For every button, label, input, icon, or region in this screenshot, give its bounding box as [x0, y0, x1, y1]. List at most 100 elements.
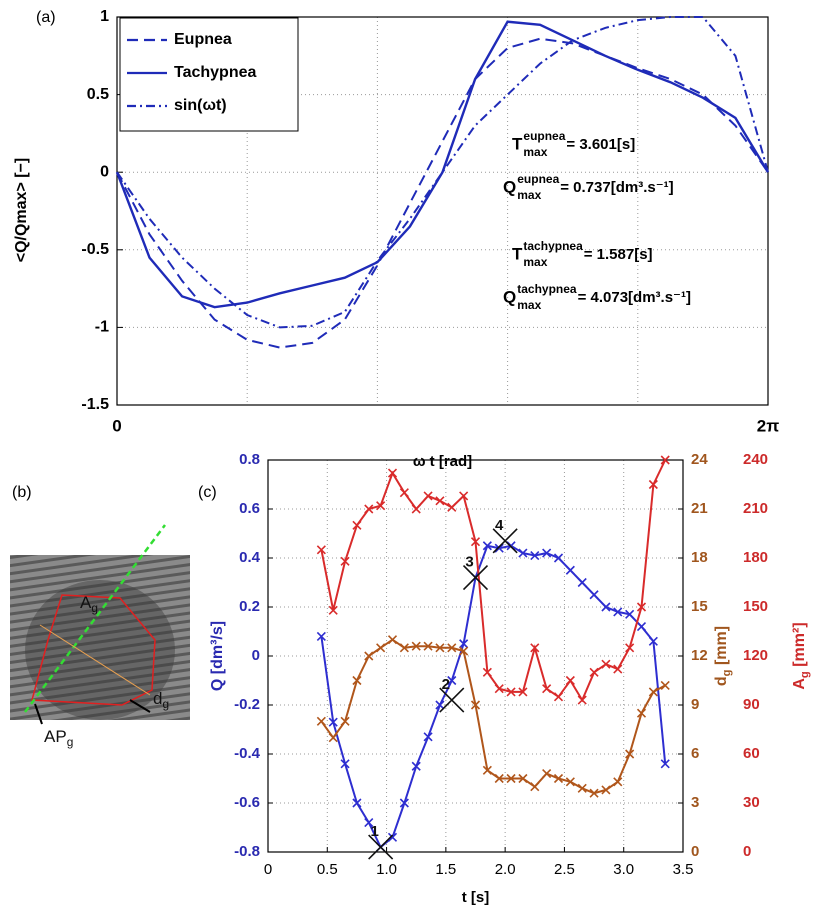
point-marker [459, 639, 469, 649]
x-tick-label: 0.5 [317, 861, 338, 878]
y3-axis-label-rest: [mm²] [791, 622, 808, 671]
point-marker [530, 550, 540, 561]
point-marker [376, 643, 386, 653]
point-marker [494, 684, 504, 694]
key-point-label: 2 [442, 676, 450, 693]
point-marker [340, 556, 350, 566]
plot-frame [116, 16, 769, 406]
x-tick-label: 3.5 [673, 861, 694, 878]
point-marker [565, 565, 575, 575]
area-label-base: A [80, 593, 92, 612]
point-marker [625, 643, 635, 653]
point-marker [364, 818, 374, 828]
y2-tick-label: 12 [691, 647, 708, 664]
y3-tick-label: 90 [743, 696, 760, 713]
point-marker [577, 577, 587, 588]
point-marker [494, 773, 504, 784]
point-marker [352, 520, 362, 530]
point-marker [601, 785, 611, 795]
y-tick-label: 0.2 [239, 598, 260, 615]
y3-axis-label: Ag [mm²] [791, 622, 811, 689]
line-series [320, 544, 667, 849]
annotation-base: T [512, 244, 523, 263]
y-tick-label: -0.4 [234, 745, 261, 762]
key-point [368, 834, 394, 860]
y3-tick-label: 30 [743, 794, 760, 811]
point-marker [364, 651, 374, 661]
y2-axis-label-rest: [mm] [713, 626, 730, 670]
point-marker [518, 548, 528, 558]
point-marker [542, 769, 552, 779]
annotation-sub: max [517, 188, 541, 202]
y-tick-label: -0.2 [234, 696, 260, 713]
point-marker [648, 636, 658, 646]
point-marker [423, 491, 433, 501]
point-marker [542, 684, 552, 694]
point-marker [482, 541, 492, 551]
x-axis-label: t [s] [462, 889, 490, 906]
line-series [116, 37, 769, 349]
y3-tick-label: 240 [743, 451, 768, 468]
annotation-value: = 4.073[dm³.s⁻¹] [578, 289, 691, 306]
y2-tick-label: 18 [691, 549, 708, 566]
annotation-sub: max [517, 298, 541, 312]
point-marker [613, 607, 623, 617]
area-label: Ag [80, 593, 98, 615]
arrow [34, 703, 43, 725]
y-tick-label: 0 [252, 647, 260, 664]
point-marker [589, 788, 599, 798]
point-marker [553, 553, 564, 563]
y-tick-label: 0.4 [239, 549, 261, 566]
annotation-value: = 0.737[dm³.s⁻¹] [560, 179, 673, 196]
x-tick-label: 0 [112, 416, 121, 435]
annotation-base: Q [503, 177, 516, 196]
point-marker [518, 773, 528, 784]
legend-label: sin(ωt) [174, 97, 227, 114]
point-marker [364, 504, 374, 514]
legend-box [119, 17, 299, 132]
y-axis-label: Q [dm³/s] [209, 621, 226, 691]
axis-label-base: AP [44, 727, 67, 746]
point-marker [399, 488, 409, 498]
point-marker [316, 716, 326, 726]
point-marker [660, 680, 670, 690]
point-marker [660, 759, 670, 769]
point-marker [577, 783, 587, 793]
y2-tick-label: 0 [691, 843, 699, 860]
point-marker [340, 716, 350, 726]
x-axis-label: ω t [rad] [413, 453, 472, 470]
point-marker [423, 641, 433, 651]
point-marker [328, 605, 338, 615]
point-marker [601, 602, 611, 612]
point-marker [660, 455, 670, 465]
point-marker [399, 798, 409, 808]
point-marker [459, 646, 469, 656]
point-marker [447, 675, 457, 686]
point-marker [376, 501, 386, 511]
point-marker [613, 664, 623, 674]
y-tick-label: -0.5 [81, 241, 109, 258]
point-marker [577, 695, 587, 705]
y3-axis-label-base: A [791, 678, 808, 690]
y2-tick-label: 21 [691, 500, 708, 517]
point-marker [352, 675, 362, 686]
annotation-base: T [512, 134, 523, 153]
legend-label: Tachypnea [174, 64, 257, 81]
point-marker [435, 496, 445, 506]
y-tick-label: 0.5 [87, 86, 109, 103]
annotation-sub: max [523, 255, 547, 269]
x-tick-label: 1.0 [376, 861, 397, 878]
point-marker [411, 641, 421, 651]
legend-label: Eupnea [174, 31, 232, 48]
key-point [492, 528, 518, 554]
point-marker [447, 643, 457, 653]
point-marker [636, 622, 647, 632]
line-series [115, 20, 770, 309]
point-marker [553, 773, 564, 784]
line-series [116, 16, 769, 329]
point-marker [423, 732, 433, 742]
point-marker [340, 759, 350, 769]
point-marker [589, 590, 599, 600]
point-marker [601, 659, 611, 669]
point-marker [648, 479, 658, 490]
